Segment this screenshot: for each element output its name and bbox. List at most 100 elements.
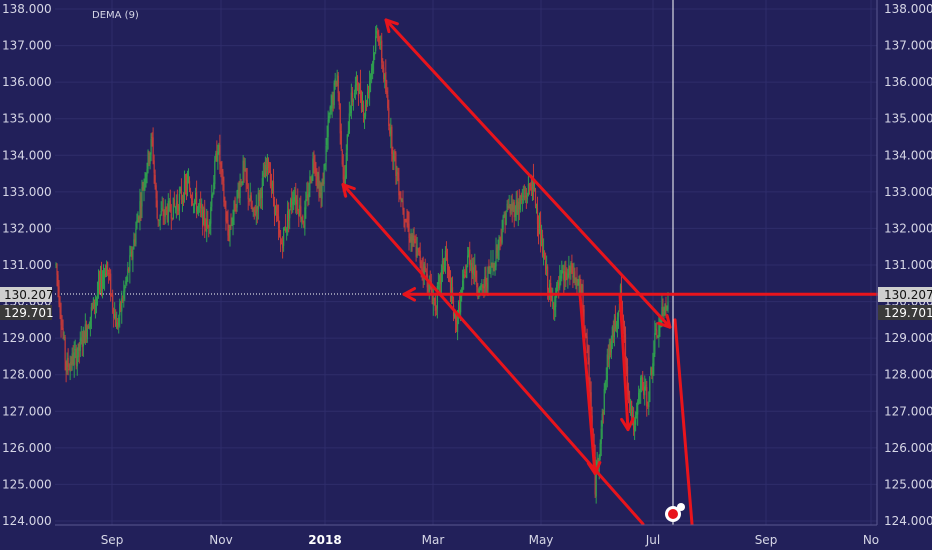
candle-body [554,305,556,311]
candle-body [296,199,298,205]
candle-body [547,266,549,290]
candle-body [270,183,273,187]
candle-body [231,223,233,225]
candle-body [227,219,229,236]
snapshot-marker-icon[interactable] [665,503,685,522]
indicator-label[interactable]: DEMA (9) [92,10,139,21]
candle-body [261,178,263,199]
upper-channel-line [384,18,672,329]
candle-body [253,206,255,212]
candle-body [500,237,502,242]
candle-body [201,207,203,209]
candle-body [654,332,656,354]
candle-body [132,250,134,260]
candle-body [265,167,268,169]
candle-body [74,349,76,351]
candle-body [267,159,270,169]
candle-body [100,274,103,290]
candle-body [389,127,391,134]
candle-body [565,272,567,281]
trendline-annotations [341,0,932,526]
x-tick-label: Sep [101,533,124,547]
candle-body [124,286,126,292]
candle-body [193,199,196,206]
candle-body [154,174,156,187]
candle-body [382,64,384,68]
candle-body [443,260,446,271]
candle-body [287,211,289,229]
candle-body [575,279,577,282]
candle-body [492,262,494,268]
candle-body [596,461,598,466]
y-tick-label-right: 132.000 [884,221,932,235]
candle-body [216,151,218,162]
candle-body [246,179,248,185]
x-tick-label: Mar [422,533,445,547]
candle-body [501,232,503,243]
candle-body [153,160,155,173]
candle-body [58,286,60,305]
candle-body [162,209,164,217]
candle-body [219,144,221,165]
candle-body [468,249,470,258]
candle-body [336,74,338,84]
candle-body [579,277,581,286]
candle-body [504,214,506,225]
candle-body [57,274,59,288]
candle-body [404,219,406,222]
x-tick-label: May [529,533,554,547]
candle-body [347,131,349,137]
x-tick-label: Jul [645,533,660,547]
candle-body [194,192,197,198]
candle-body [466,265,468,279]
candle-body [311,175,313,181]
candle-body [121,298,123,312]
candle-body [467,255,469,265]
candle-body [538,222,541,234]
candle-body [343,176,345,187]
candle-body [640,377,642,393]
candle-body [242,160,244,183]
candle-body [316,174,318,183]
candle-body [280,242,283,244]
candle-body [477,289,479,294]
candle-body [588,357,590,390]
candle-body [515,199,517,215]
candle-body [604,381,606,390]
candle-body [114,313,116,319]
candle-body [432,298,434,305]
candle-body [83,331,85,344]
candle-body [542,250,545,259]
candle-body [652,363,654,375]
upper-channel-arrow-end [657,314,672,329]
candle-body [410,236,412,241]
candle-body [384,74,386,81]
candle-body [590,392,592,417]
candle-body [237,189,239,193]
candle-body [517,201,519,215]
candle-body [302,215,304,223]
candle-body [656,330,658,338]
candle-body [98,280,101,283]
candle-body [150,138,152,155]
candle-body [455,320,458,330]
candle-body [221,169,223,173]
candle-body [228,235,230,238]
candle-body [427,285,429,292]
candle-body [623,325,626,337]
candle-body [139,201,141,220]
y-tick-label-left: 125.000 [2,477,52,491]
candle-body [464,271,466,273]
candle-body [70,361,72,365]
candle-body [101,279,104,289]
candle-body [553,302,555,311]
candle-body [528,184,531,186]
candle-body [644,386,646,396]
candle-body [89,316,91,327]
candle-body [323,164,325,185]
candle-body [307,193,309,201]
candle-body [130,251,132,256]
candle-body [551,295,553,301]
candlestick-series [55,24,669,504]
